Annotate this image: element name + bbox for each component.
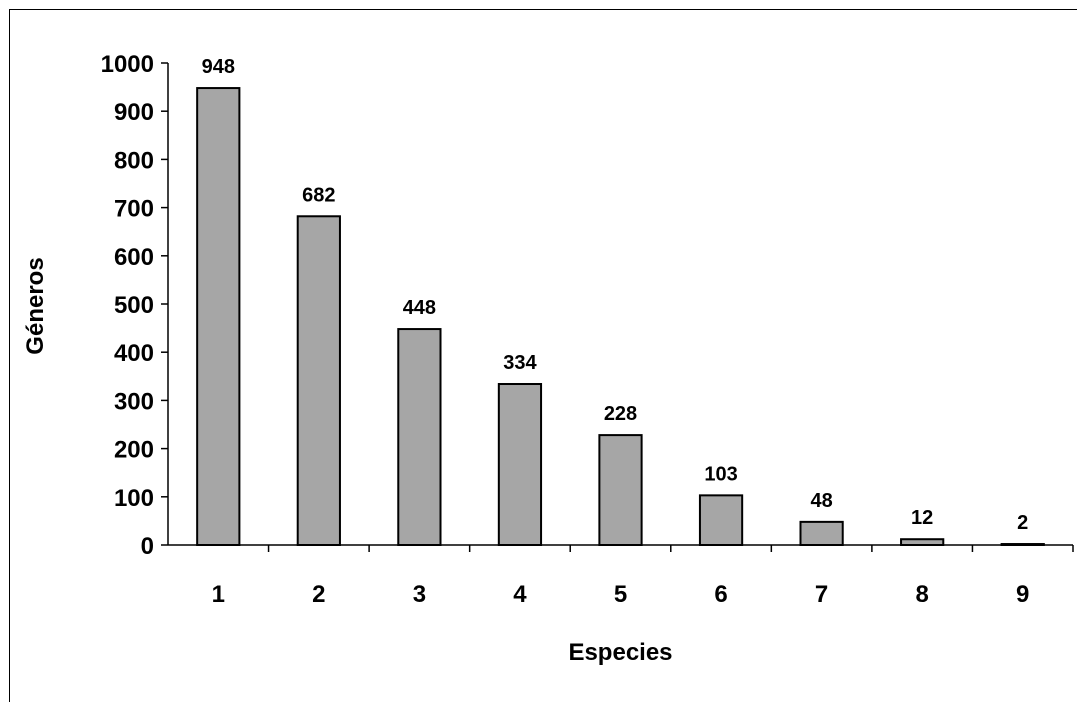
data-label: 48 xyxy=(810,490,832,512)
x-tick-label: 2 xyxy=(312,581,325,608)
x-tick-label: 6 xyxy=(714,581,727,608)
data-label: 448 xyxy=(403,297,436,319)
bar xyxy=(698,494,744,547)
bar xyxy=(598,434,643,547)
y-tick-label: 900 xyxy=(114,99,154,126)
bar xyxy=(196,87,241,547)
chart-frame xyxy=(9,9,1077,702)
x-tick-label: 3 xyxy=(413,581,426,608)
y-axis-ticks: 0 100 200 300 400 500 600 700 800 900 1000 xyxy=(101,51,168,560)
y-tick-label: 0 xyxy=(141,533,154,560)
y-tick-label: 100 xyxy=(114,485,154,512)
x-tick-label: 9 xyxy=(1016,581,1029,608)
bar xyxy=(296,215,341,546)
data-label: 948 xyxy=(202,56,235,78)
bar xyxy=(799,520,844,547)
x-tick-label: 7 xyxy=(815,581,828,608)
data-labels: 948 682 448 334 228 103 48 12 2 xyxy=(202,56,1029,534)
y-tick-label: 800 xyxy=(114,147,154,174)
data-label: 682 xyxy=(302,184,335,206)
x-tick-label: 1 xyxy=(212,581,225,608)
data-label: 228 xyxy=(604,403,637,425)
x-tick-label: 8 xyxy=(915,581,928,608)
data-label: 334 xyxy=(503,352,537,374)
y-tick-label: 200 xyxy=(114,437,154,464)
y-axis-title: Géneros xyxy=(22,257,49,354)
y-tick-label: 700 xyxy=(114,196,154,223)
data-label: 2 xyxy=(1017,512,1028,534)
data-label: 103 xyxy=(704,463,737,485)
bars xyxy=(196,87,1045,547)
bar xyxy=(397,328,442,546)
y-tick-label: 500 xyxy=(114,292,154,319)
x-tick-label: 4 xyxy=(513,581,527,608)
bar xyxy=(497,383,543,546)
y-tick-label: 1000 xyxy=(101,51,154,78)
y-tick-label: 300 xyxy=(114,388,154,415)
bar xyxy=(900,538,945,547)
x-tick-label: 5 xyxy=(614,581,627,608)
y-tick-label: 600 xyxy=(114,244,154,271)
data-label: 12 xyxy=(911,507,933,529)
y-tick-label: 400 xyxy=(114,340,154,367)
x-axis-title: Especies xyxy=(568,639,672,666)
x-axis-ticks: 1 2 3 4 5 6 7 8 9 xyxy=(212,545,1074,608)
